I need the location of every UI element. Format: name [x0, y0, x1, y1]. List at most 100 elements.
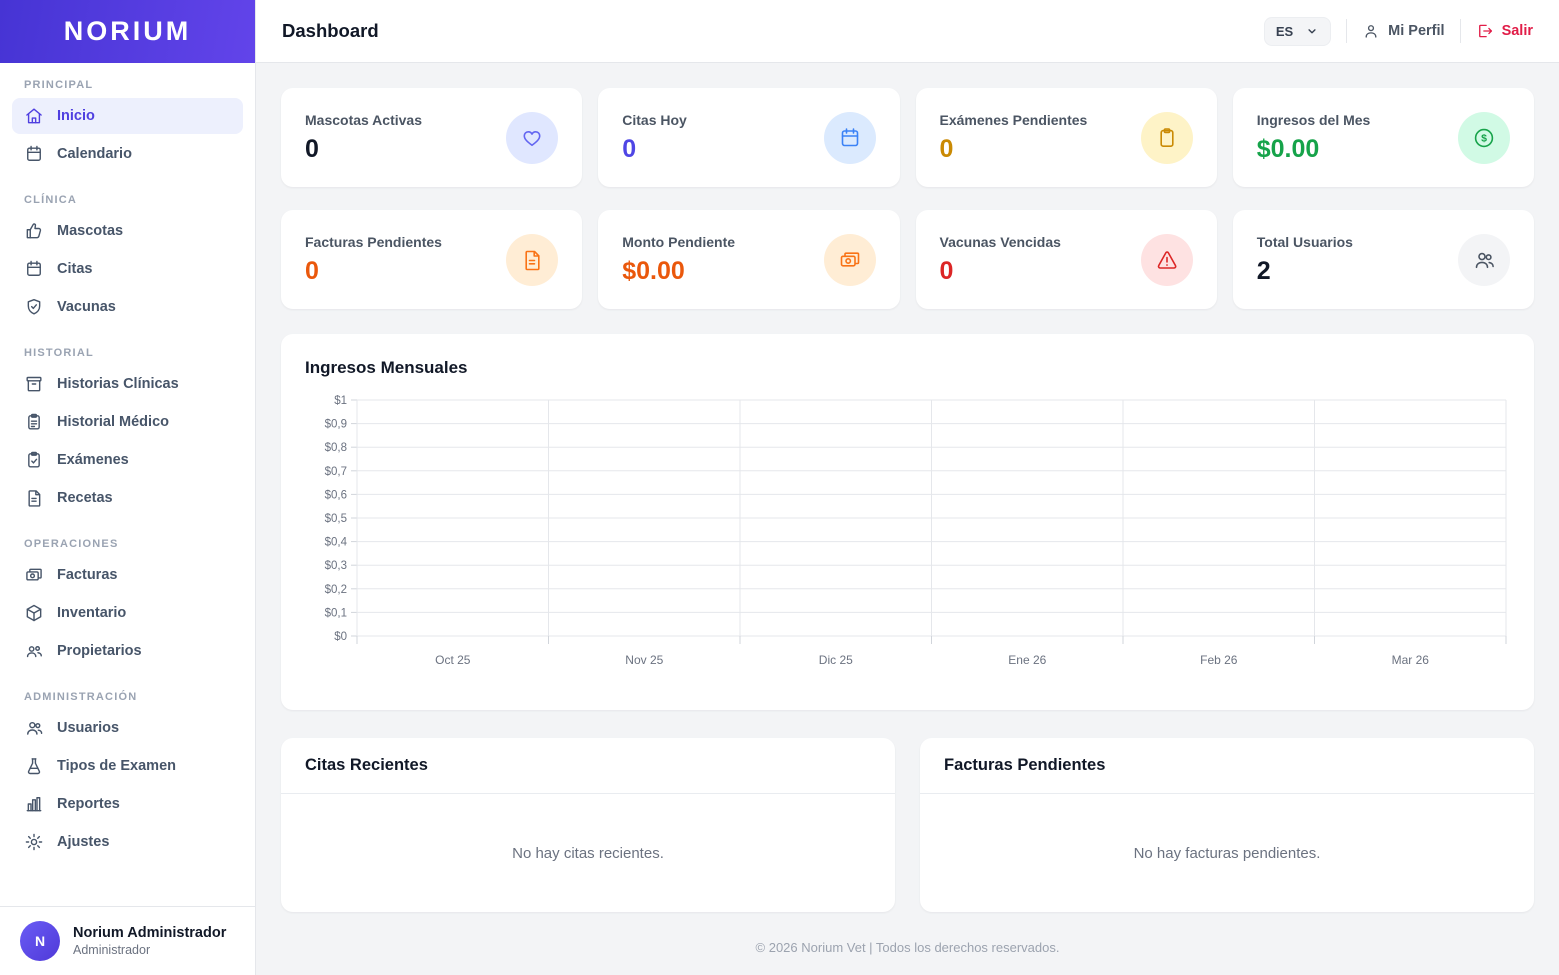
sidebar-item-inicio[interactable]: Inicio: [12, 98, 243, 134]
sidebar-user[interactable]: N Norium Administrador Administrador: [0, 906, 255, 975]
stat-text: Vacunas Vencidas 0: [940, 234, 1061, 286]
stat-value: $0.00: [1256, 134, 1320, 163]
stat-value: 0: [939, 256, 954, 285]
archive-icon: [24, 374, 44, 394]
sidebar-item-mascotas[interactable]: Mascotas: [12, 213, 243, 249]
svg-text:$0,7: $0,7: [325, 466, 347, 478]
svg-text:$1: $1: [334, 395, 347, 407]
document-icon: [24, 488, 44, 508]
stat-label: Citas Hoy: [622, 111, 687, 128]
sidebar-section-label: PRINCIPAL: [24, 79, 94, 91]
panel-empty-text: No hay citas recientes.: [512, 844, 664, 862]
stat-card-citas-hoy: Citas Hoy 0: [598, 88, 900, 187]
sidebar-item-label: Recetas: [57, 490, 113, 506]
svg-text:$0,6: $0,6: [325, 489, 347, 501]
profile-label: Mi Perfil: [1388, 23, 1445, 39]
stat-label: Vacunas Vencidas: [939, 233, 1061, 250]
divider: [1346, 19, 1348, 43]
cube-icon: [24, 603, 44, 623]
sidebar-section-label: HISTORIAL: [24, 347, 94, 359]
sidebar-section-items: Usuarios Tipos de Examen Reportes Ajuste…: [0, 710, 255, 860]
page-title: Dashboard: [282, 20, 379, 41]
document-icon: [506, 233, 559, 286]
logout-button[interactable]: Salir: [1476, 22, 1533, 40]
topbar-controls: ES Mi Perfil Salir: [1263, 16, 1533, 46]
clipboard-check-icon: [24, 450, 44, 470]
stat-text: Exámenes Pendientes 0: [940, 112, 1088, 164]
stat-label: Mascotas Activas: [305, 111, 422, 128]
cash-icon: [823, 233, 876, 286]
language-select[interactable]: ES: [1263, 16, 1332, 46]
sidebar-section-items: Inicio Calendario: [0, 98, 255, 172]
sidebar-section-label: CLÍNICA: [24, 194, 78, 206]
panel-header: Facturas Pendientes: [920, 738, 1534, 794]
user-name: Norium Administrador: [73, 925, 227, 941]
panels: Citas Recientes No hay citas recientes. …: [281, 738, 1534, 912]
stat-text: Total Usuarios 2: [1257, 234, 1353, 286]
sidebar-item-reportes[interactable]: Reportes: [12, 786, 243, 822]
stats-grid: Mascotas Activas 0 Citas Hoy 0 Exámenes …: [281, 88, 1534, 309]
panel-title: Citas Recientes: [305, 756, 428, 774]
calendar-icon: [823, 111, 876, 164]
user-meta: Norium Administrador Administrador: [73, 925, 226, 957]
stat-card-examenes-pendientes: Exámenes Pendientes 0: [915, 88, 1217, 187]
stat-text: Mascotas Activas 0: [305, 112, 422, 164]
sidebar-item-recetas[interactable]: Recetas: [12, 480, 243, 516]
calendar-icon: [24, 259, 44, 279]
profile-button[interactable]: Mi Perfil: [1362, 22, 1445, 40]
sidebar-item-inventario[interactable]: Inventario: [12, 595, 243, 631]
sidebar-item-label: Propietarios: [57, 643, 142, 659]
logout-label: Salir: [1501, 23, 1533, 39]
sidebar-item-label: Citas: [57, 261, 93, 277]
sidebar-item-examenes[interactable]: Exámenes: [12, 442, 243, 478]
sidebar-item-label: Tipos de Examen: [57, 758, 176, 774]
svg-text:Nov 25: Nov 25: [625, 653, 663, 667]
calendar-icon: [24, 144, 44, 164]
sidebar-item-label: Inicio: [57, 108, 95, 124]
panel-title: Facturas Pendientes: [944, 756, 1106, 774]
stat-text: Monto Pendiente $0.00: [622, 234, 735, 286]
brand-logo: NORIUM: [0, 0, 255, 63]
sidebar-item-propietarios[interactable]: Propietarios: [12, 633, 243, 669]
stat-card-facturas-pendientes: Facturas Pendientes 0: [281, 210, 583, 309]
sidebar-item-label: Mascotas: [57, 223, 124, 239]
heart-icon: [506, 111, 559, 164]
sidebar-item-tipos-de-examen[interactable]: Tipos de Examen: [12, 748, 243, 784]
user-icon: [1362, 22, 1380, 40]
svg-text:Ene 26: Ene 26: [1008, 653, 1046, 667]
sidebar-item-historial-medico[interactable]: Historial Médico: [12, 404, 243, 440]
panel-header: Citas Recientes: [281, 738, 895, 794]
sidebar-section: HISTORIAL Historias Clínicas Historial M…: [0, 347, 255, 516]
sidebar-item-citas[interactable]: Citas: [12, 251, 243, 287]
sidebar-item-label: Historias Clínicas: [57, 376, 179, 392]
sidebar-item-historias-clinicas[interactable]: Historias Clínicas: [12, 366, 243, 402]
stat-label: Ingresos del Mes: [1256, 111, 1371, 128]
ingresos-chart: $0 $0,1 $0,2 $0,3 $0,4 $0,5 $0,6 $0,7 $0,8 $0,9 $1…: [305, 390, 1510, 686]
chevron-down-icon: [1305, 24, 1319, 38]
sidebar-item-calendario[interactable]: Calendario: [12, 136, 243, 172]
stat-value: 0: [305, 256, 319, 285]
sidebar-item-label: Ajustes: [57, 834, 110, 850]
user-group-icon: [24, 641, 44, 661]
user-role: Administrador: [73, 943, 151, 957]
svg-text:$0,9: $0,9: [325, 419, 347, 431]
brand-logo-text: NORIUM: [63, 16, 192, 46]
sidebar-section-items: Historias Clínicas Historial Médico Exám…: [0, 366, 255, 516]
svg-text:Feb 26: Feb 26: [1200, 653, 1238, 667]
sidebar-section-label: OPERACIONES: [24, 538, 119, 550]
sidebar-section: CLÍNICA Mascotas Citas Vacunas: [0, 194, 255, 325]
clipboard-list-icon: [24, 412, 44, 432]
sidebar-item-ajustes[interactable]: Ajustes: [12, 824, 243, 860]
stat-text: Ingresos del Mes $0.00: [1257, 112, 1371, 164]
sidebar-item-facturas[interactable]: Facturas: [12, 557, 243, 593]
avatar: N: [20, 921, 60, 961]
stat-card-vacunas-vencidas: Vacunas Vencidas 0: [915, 210, 1217, 309]
sidebar-section-items: Facturas Inventario Propietarios: [0, 557, 255, 669]
sidebar-section: OPERACIONES Facturas Inventario Propieta…: [0, 538, 255, 669]
sidebar-item-usuarios[interactable]: Usuarios: [12, 710, 243, 746]
sidebar-item-vacunas[interactable]: Vacunas: [12, 289, 243, 325]
beaker-icon: [24, 756, 44, 776]
stat-value: 0: [939, 134, 954, 163]
panel-empty-text: No hay facturas pendientes.: [1133, 844, 1321, 862]
stat-card-total-usuarios: Total Usuarios 2: [1232, 210, 1534, 309]
